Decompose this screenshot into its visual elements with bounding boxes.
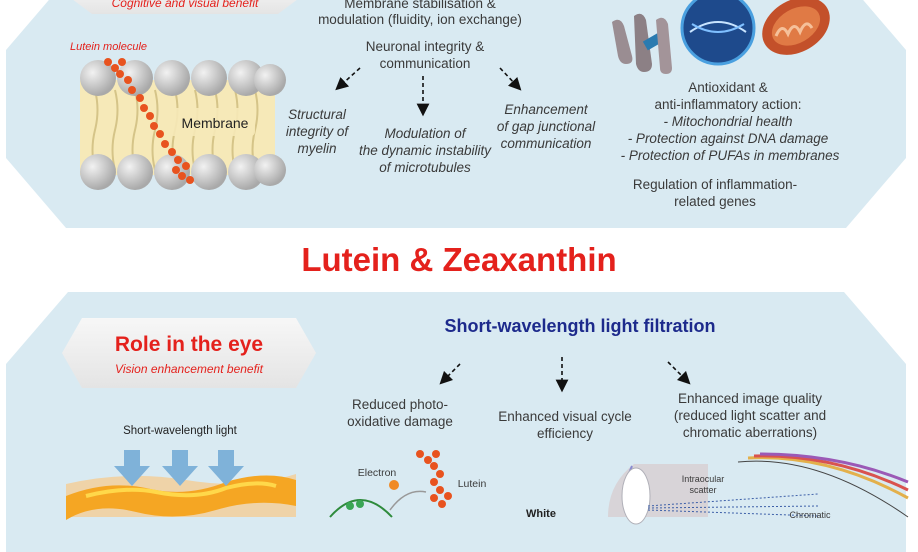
- neuronal-integrity-text: Neuronal integrity &: [365, 39, 485, 54]
- membrane-stabilisation-text: Membrane stabilisation &: [344, 0, 496, 11]
- electron-lutein-illustration: [329, 450, 452, 518]
- image-quality-line2: (reduced light scatter and: [673, 408, 827, 423]
- microtubules-line2: the dynamic instability: [358, 143, 492, 158]
- antioxidant-line4: - Protection against DNA damage: [627, 131, 829, 146]
- myelin-line2: integrity of: [285, 124, 349, 139]
- chromatic-label: Chromatic: [789, 510, 831, 520]
- antioxidant-line2: anti-inflammatory action:: [654, 97, 802, 112]
- cognitive-tag: Cognitive and visual benefit: [72, 0, 298, 14]
- role-in-eye-tag: Role in the eye Vision enhancement benef…: [62, 318, 316, 388]
- myelin-line3: myelin: [297, 141, 337, 156]
- gap-junction-line2: of gap junctional: [496, 119, 596, 134]
- filtration-title: Short-wavelength light filtration: [444, 316, 716, 336]
- myelin-line1: Structural: [288, 107, 346, 122]
- main-title: Lutein & Zeaxanthin: [301, 241, 617, 278]
- communication-text: communication: [379, 56, 471, 71]
- intraocular-line2: scatter: [689, 485, 717, 495]
- regulation-line2: related genes: [674, 194, 756, 209]
- chromosome-dna-mitochondria-illustration: [612, 0, 830, 74]
- chromosome-icon: [612, 13, 672, 74]
- lutein-molecule-icon: [416, 450, 452, 508]
- lutein-molecule-chain: [104, 58, 194, 184]
- image-quality-line1: Enhanced image quality: [677, 391, 823, 406]
- modulation-text: modulation (fluidity, ion exchange): [318, 12, 522, 27]
- photo-oxidative-line1: Reduced photo-: [351, 397, 449, 412]
- light-arrows: [114, 450, 244, 486]
- role-subtitle: Vision enhancement benefit: [115, 362, 263, 376]
- role-title: Role in the eye: [114, 333, 264, 356]
- membrane-illustration: [80, 58, 286, 190]
- microtubules-line3: of microtubules: [379, 160, 471, 175]
- dna-sphere-icon: [680, 0, 756, 66]
- antioxidant-line1: Antioxidant &: [688, 80, 768, 95]
- gap-junction-line1: Enhancement: [504, 102, 588, 117]
- visual-cycle-line1: Enhanced visual cycle: [498, 409, 632, 424]
- white-light-label: White: [526, 508, 556, 520]
- membrane-label: Membrane: [181, 115, 249, 131]
- antioxidant-line3: - Mitochondrial health: [663, 114, 793, 129]
- lutein-molecule-label: Lutein molecule: [70, 41, 148, 53]
- electron-label: Electron: [357, 467, 397, 479]
- top-arrows: [335, 67, 691, 393]
- mitochondria-icon: [762, 0, 830, 55]
- regulation-line1: Regulation of inflammation-: [632, 177, 798, 192]
- short-wavelength-light-label: Short-wavelength light: [123, 425, 237, 437]
- visual-cycle-line2: efficiency: [536, 426, 594, 441]
- antioxidant-line5: - Protection of PUFAs in membranes: [620, 148, 840, 163]
- microtubules-line1: Modulation of: [384, 126, 466, 141]
- eye-scatter-illustration: [608, 452, 909, 525]
- photo-oxidative-line2: oxidative damage: [347, 414, 453, 429]
- image-quality-line3: chromatic aberrations): [682, 425, 818, 440]
- lutein-label: Lutein: [457, 478, 487, 490]
- intraocular-line1: Intraocular: [681, 474, 725, 484]
- gap-junction-line3: communication: [500, 136, 592, 151]
- cognitive-tag-subtitle: Cognitive and visual benefit: [111, 0, 259, 10]
- electron-icon: [389, 480, 399, 490]
- light-filtration-illustration: [66, 450, 296, 520]
